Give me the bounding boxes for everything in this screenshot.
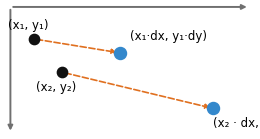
Point — [118, 52, 122, 54]
Point — [211, 107, 215, 110]
Text: (x₂ · dx, y₂ · dy): (x₂ · dx, y₂ · dy) — [213, 117, 260, 130]
Point — [32, 38, 36, 40]
Point — [60, 71, 64, 73]
Text: (x₁·dx, y₁·dy): (x₁·dx, y₁·dy) — [130, 30, 207, 43]
Text: (x₁, y₁): (x₁, y₁) — [8, 18, 48, 32]
Text: (x₂, y₂): (x₂, y₂) — [36, 81, 77, 94]
